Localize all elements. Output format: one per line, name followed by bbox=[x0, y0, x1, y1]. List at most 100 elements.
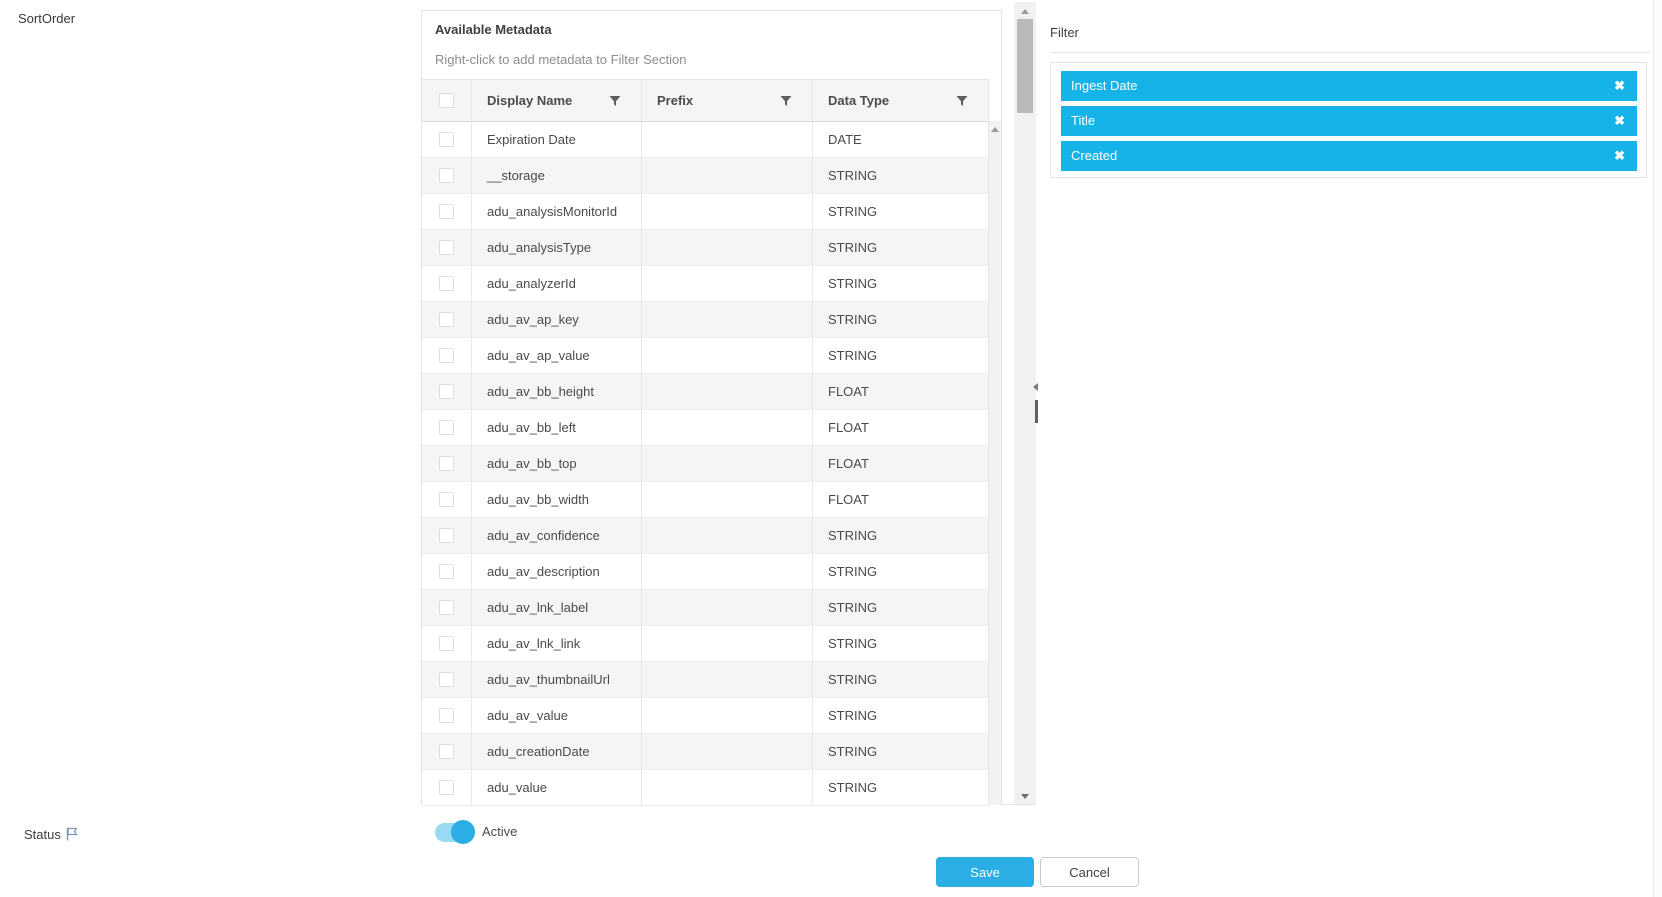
filter-funnel-icon[interactable] bbox=[780, 95, 792, 107]
filter-funnel-icon[interactable] bbox=[956, 95, 968, 107]
prefix-cell bbox=[642, 158, 813, 193]
prefix-cell bbox=[642, 626, 813, 661]
data-type-cell: STRING bbox=[813, 626, 989, 661]
table-row[interactable]: adu_analyzerId STRING bbox=[422, 266, 989, 302]
data-type-cell: FLOAT bbox=[813, 446, 989, 481]
data-type-cell: STRING bbox=[813, 518, 989, 553]
row-checkbox[interactable] bbox=[439, 240, 454, 255]
row-checkbox[interactable] bbox=[439, 420, 454, 435]
prefix-cell bbox=[642, 230, 813, 265]
prefix-cell bbox=[642, 338, 813, 373]
row-checkbox[interactable] bbox=[439, 744, 454, 759]
select-all-checkbox[interactable] bbox=[439, 93, 454, 108]
data-type-cell: STRING bbox=[813, 338, 989, 373]
filter-chip[interactable]: Ingest Date ✖ bbox=[1061, 71, 1637, 101]
prefix-cell bbox=[642, 410, 813, 445]
scroll-up-icon[interactable] bbox=[1021, 9, 1029, 14]
data-type-cell: STRING bbox=[813, 158, 989, 193]
collapse-left-icon[interactable] bbox=[1033, 383, 1038, 391]
row-checkbox[interactable] bbox=[439, 312, 454, 327]
data-type-cell: STRING bbox=[813, 590, 989, 625]
window-scrollbar[interactable] bbox=[1653, 0, 1662, 897]
cancel-button[interactable]: Cancel bbox=[1040, 857, 1139, 887]
splitter-grip[interactable] bbox=[1035, 400, 1038, 423]
prefix-cell bbox=[642, 734, 813, 769]
row-checkbox[interactable] bbox=[439, 204, 454, 219]
display-name-cell: adu_analysisMonitorId bbox=[472, 194, 642, 229]
column-header-prefix[interactable]: Prefix bbox=[642, 80, 813, 121]
table-row[interactable]: adu_av_bb_top FLOAT bbox=[422, 446, 989, 482]
display-name-cell: adu_value bbox=[472, 770, 642, 805]
row-checkbox[interactable] bbox=[439, 492, 454, 507]
column-header-display-name[interactable]: Display Name bbox=[472, 80, 642, 121]
display-name-cell: adu_analyzerId bbox=[472, 266, 642, 301]
table-row[interactable]: adu_analysisMonitorId STRING bbox=[422, 194, 989, 230]
display-name-cell: adu_av_confidence bbox=[472, 518, 642, 553]
section-scrollbar[interactable] bbox=[1014, 2, 1036, 805]
remove-filter-icon[interactable]: ✖ bbox=[1614, 113, 1625, 128]
status-toggle-knob[interactable] bbox=[451, 820, 475, 844]
row-checkbox[interactable] bbox=[439, 456, 454, 471]
table-row[interactable]: adu_av_confidence STRING bbox=[422, 518, 989, 554]
display-name-cell: adu_av_description bbox=[472, 554, 642, 589]
remove-filter-icon[interactable]: ✖ bbox=[1614, 148, 1625, 163]
data-type-cell: FLOAT bbox=[813, 374, 989, 409]
table-row[interactable]: __storage STRING bbox=[422, 158, 989, 194]
table-row[interactable]: adu_av_ap_key STRING bbox=[422, 302, 989, 338]
data-type-cell: STRING bbox=[813, 194, 989, 229]
table-row[interactable]: adu_av_thumbnailUrl STRING bbox=[422, 662, 989, 698]
filter-chip[interactable]: Title ✖ bbox=[1061, 106, 1637, 136]
table-row[interactable]: adu_av_lnk_link STRING bbox=[422, 626, 989, 662]
data-type-cell: STRING bbox=[813, 770, 989, 805]
filter-chip[interactable]: Created ✖ bbox=[1061, 141, 1637, 171]
row-checkbox[interactable] bbox=[439, 168, 454, 183]
filter-funnel-icon[interactable] bbox=[609, 95, 621, 107]
data-type-cell: STRING bbox=[813, 230, 989, 265]
row-checkbox[interactable] bbox=[439, 528, 454, 543]
row-checkbox[interactable] bbox=[439, 708, 454, 723]
row-checkbox[interactable] bbox=[439, 564, 454, 579]
table-row[interactable]: adu_value STRING bbox=[422, 770, 989, 806]
row-checkbox[interactable] bbox=[439, 348, 454, 363]
row-checkbox[interactable] bbox=[439, 780, 454, 795]
table-row[interactable]: adu_av_value STRING bbox=[422, 698, 989, 734]
save-button[interactable]: Save bbox=[936, 857, 1034, 887]
metadata-table-header: Display Name Prefix Data Type bbox=[422, 80, 989, 122]
table-row[interactable]: adu_av_lnk_label STRING bbox=[422, 590, 989, 626]
remove-filter-icon[interactable]: ✖ bbox=[1614, 78, 1625, 93]
row-checkbox[interactable] bbox=[439, 276, 454, 291]
column-header-data-type[interactable]: Data Type bbox=[813, 80, 989, 121]
row-checkbox[interactable] bbox=[439, 132, 454, 147]
table-row[interactable]: adu_av_ap_value STRING bbox=[422, 338, 989, 374]
display-name-cell: adu_av_bb_top bbox=[472, 446, 642, 481]
data-type-cell: FLOAT bbox=[813, 482, 989, 517]
row-checkbox[interactable] bbox=[439, 384, 454, 399]
prefix-cell bbox=[642, 554, 813, 589]
prefix-cell bbox=[642, 518, 813, 553]
display-name-cell: adu_av_ap_value bbox=[472, 338, 642, 373]
table-row[interactable]: adu_av_description STRING bbox=[422, 554, 989, 590]
panel-title: Available Metadata bbox=[435, 22, 552, 37]
table-scrollbar[interactable] bbox=[989, 121, 1001, 805]
data-type-cell: DATE bbox=[813, 122, 989, 157]
status-label: Status bbox=[24, 827, 61, 842]
display-name-cell: adu_av_value bbox=[472, 698, 642, 733]
table-row[interactable]: adu_creationDate STRING bbox=[422, 734, 989, 770]
scrollbar-thumb[interactable] bbox=[1017, 19, 1033, 113]
prefix-cell bbox=[642, 482, 813, 517]
table-row[interactable]: adu_av_bb_width FLOAT bbox=[422, 482, 989, 518]
row-checkbox[interactable] bbox=[439, 636, 454, 651]
scroll-up-icon[interactable] bbox=[991, 127, 999, 132]
table-row[interactable]: adu_analysisType STRING bbox=[422, 230, 989, 266]
table-row[interactable]: adu_av_bb_height FLOAT bbox=[422, 374, 989, 410]
prefix-cell bbox=[642, 122, 813, 157]
row-checkbox[interactable] bbox=[439, 600, 454, 615]
panel-subtitle: Right-click to add metadata to Filter Se… bbox=[435, 52, 687, 67]
row-checkbox[interactable] bbox=[439, 672, 454, 687]
table-row[interactable]: Expiration Date DATE bbox=[422, 122, 989, 158]
metadata-table-body: Expiration Date DATE __storage STRING ad… bbox=[422, 122, 989, 806]
data-type-cell: STRING bbox=[813, 662, 989, 697]
scroll-down-icon[interactable] bbox=[1021, 794, 1029, 799]
prefix-cell bbox=[642, 266, 813, 301]
table-row[interactable]: adu_av_bb_left FLOAT bbox=[422, 410, 989, 446]
